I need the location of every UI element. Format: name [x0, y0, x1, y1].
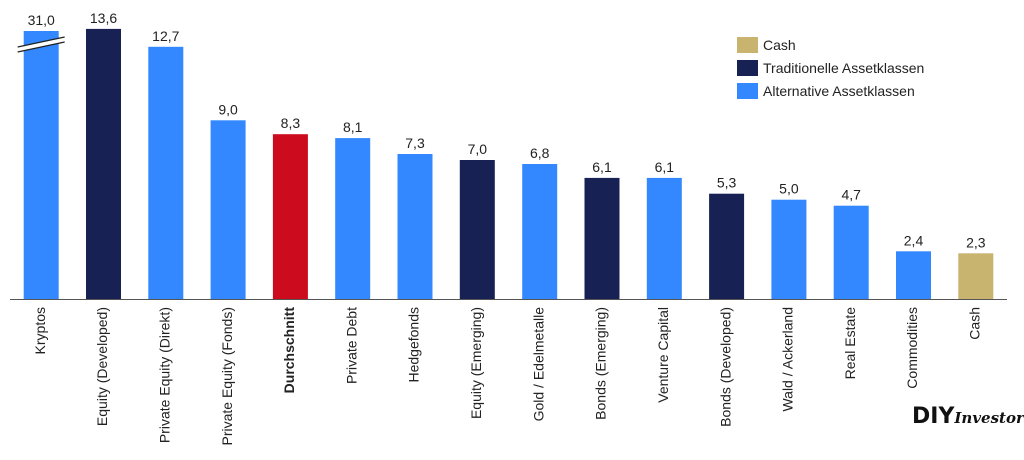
category-label-13: Real Estate: [842, 307, 858, 380]
value-label-9: 6,1: [592, 159, 612, 175]
category-label-11: Bonds (Developed): [717, 307, 733, 427]
legend-swatch-alt: [737, 83, 758, 99]
category-label-7: Equity (Emerging): [468, 307, 484, 419]
axis-break-line-0: [17, 36, 65, 48]
diy-investor-logo: DIYInvestor: [912, 404, 1024, 436]
bar-14: [896, 251, 931, 299]
category-label-9: Bonds (Emerging): [593, 307, 609, 420]
category-label-3: Private Equity (Fonds): [219, 307, 235, 446]
category-label-6: Hedgefonds: [406, 307, 422, 383]
bar-3: [210, 120, 246, 299]
bar-9: [584, 177, 620, 299]
value-label-0: 31,0: [28, 12, 55, 28]
axis-break-band: [17, 37, 65, 52]
bars-layer: [17, 28, 994, 300]
value-label-14: 2,4: [904, 232, 924, 248]
bar-13: [833, 205, 869, 299]
bar-5: [335, 138, 371, 299]
bar-12: [771, 199, 807, 299]
category-label-10: Venture Capital: [655, 307, 671, 403]
legend-swatch-trad: [737, 60, 758, 76]
legend-label-cash: Cash: [763, 37, 796, 53]
category-label-5: Private Debt: [343, 307, 359, 384]
value-label-11: 5,3: [717, 175, 737, 191]
bar-6: [397, 154, 433, 299]
legend-label-trad: Traditionelle Assetklassen: [763, 60, 924, 76]
bar-1: [86, 28, 121, 300]
legend-label-alt: Alternative Assetklassen: [763, 83, 915, 99]
category-label-15: Cash: [967, 307, 983, 340]
value-label-8: 6,8: [530, 145, 550, 161]
logo-sub-text: Investor: [954, 409, 1024, 427]
bar-4: [272, 134, 308, 299]
bar-2: [148, 46, 184, 299]
value-label-3: 9,0: [218, 101, 238, 117]
bar-0: [23, 31, 59, 299]
value-label-13: 4,7: [841, 187, 861, 203]
value-label-2: 12,7: [152, 28, 179, 44]
value-label-4: 8,3: [281, 115, 301, 131]
bar-10: [646, 177, 682, 299]
category-label-2: Private Equity (Direkt): [157, 307, 173, 443]
value-label-7: 7,0: [468, 141, 488, 157]
category-label-1: Equity (Developed): [94, 307, 110, 426]
bar-7: [459, 160, 495, 299]
value-label-15: 2,3: [966, 234, 986, 250]
value-label-6: 7,3: [405, 135, 425, 151]
legend: Cash Traditionelle Assetklassen Alternativ…: [737, 37, 924, 99]
bar-11: [709, 193, 745, 299]
legend-swatch-cash: [737, 37, 758, 53]
value-label-10: 6,1: [655, 159, 675, 175]
category-label-14: Commodities: [904, 307, 920, 389]
value-label-5: 8,1: [343, 119, 363, 135]
bar-15: [958, 253, 994, 299]
value-label-12: 5,0: [779, 181, 799, 197]
category-label-8: Gold / Edelmetalle: [530, 307, 546, 422]
category-label-12: Wald / Ackerland: [780, 307, 796, 412]
category-label-0: Kryptos: [32, 307, 48, 354]
axis-break-line-1: [17, 41, 65, 53]
value-labels-layer: 31,0 13,6 12,7 9,0 8,3 8,1 7,3 7,0 6,8 6,1 6,1 5,3 5…: [28, 10, 986, 250]
category-label-4: Durchschnitt: [281, 307, 297, 394]
value-label-1: 13,6: [90, 10, 117, 26]
category-labels-layer: Kryptos Equity (Developed) Private Equity …: [32, 307, 983, 446]
logo-main-text: DIY: [912, 404, 955, 429]
bar-8: [522, 164, 558, 299]
